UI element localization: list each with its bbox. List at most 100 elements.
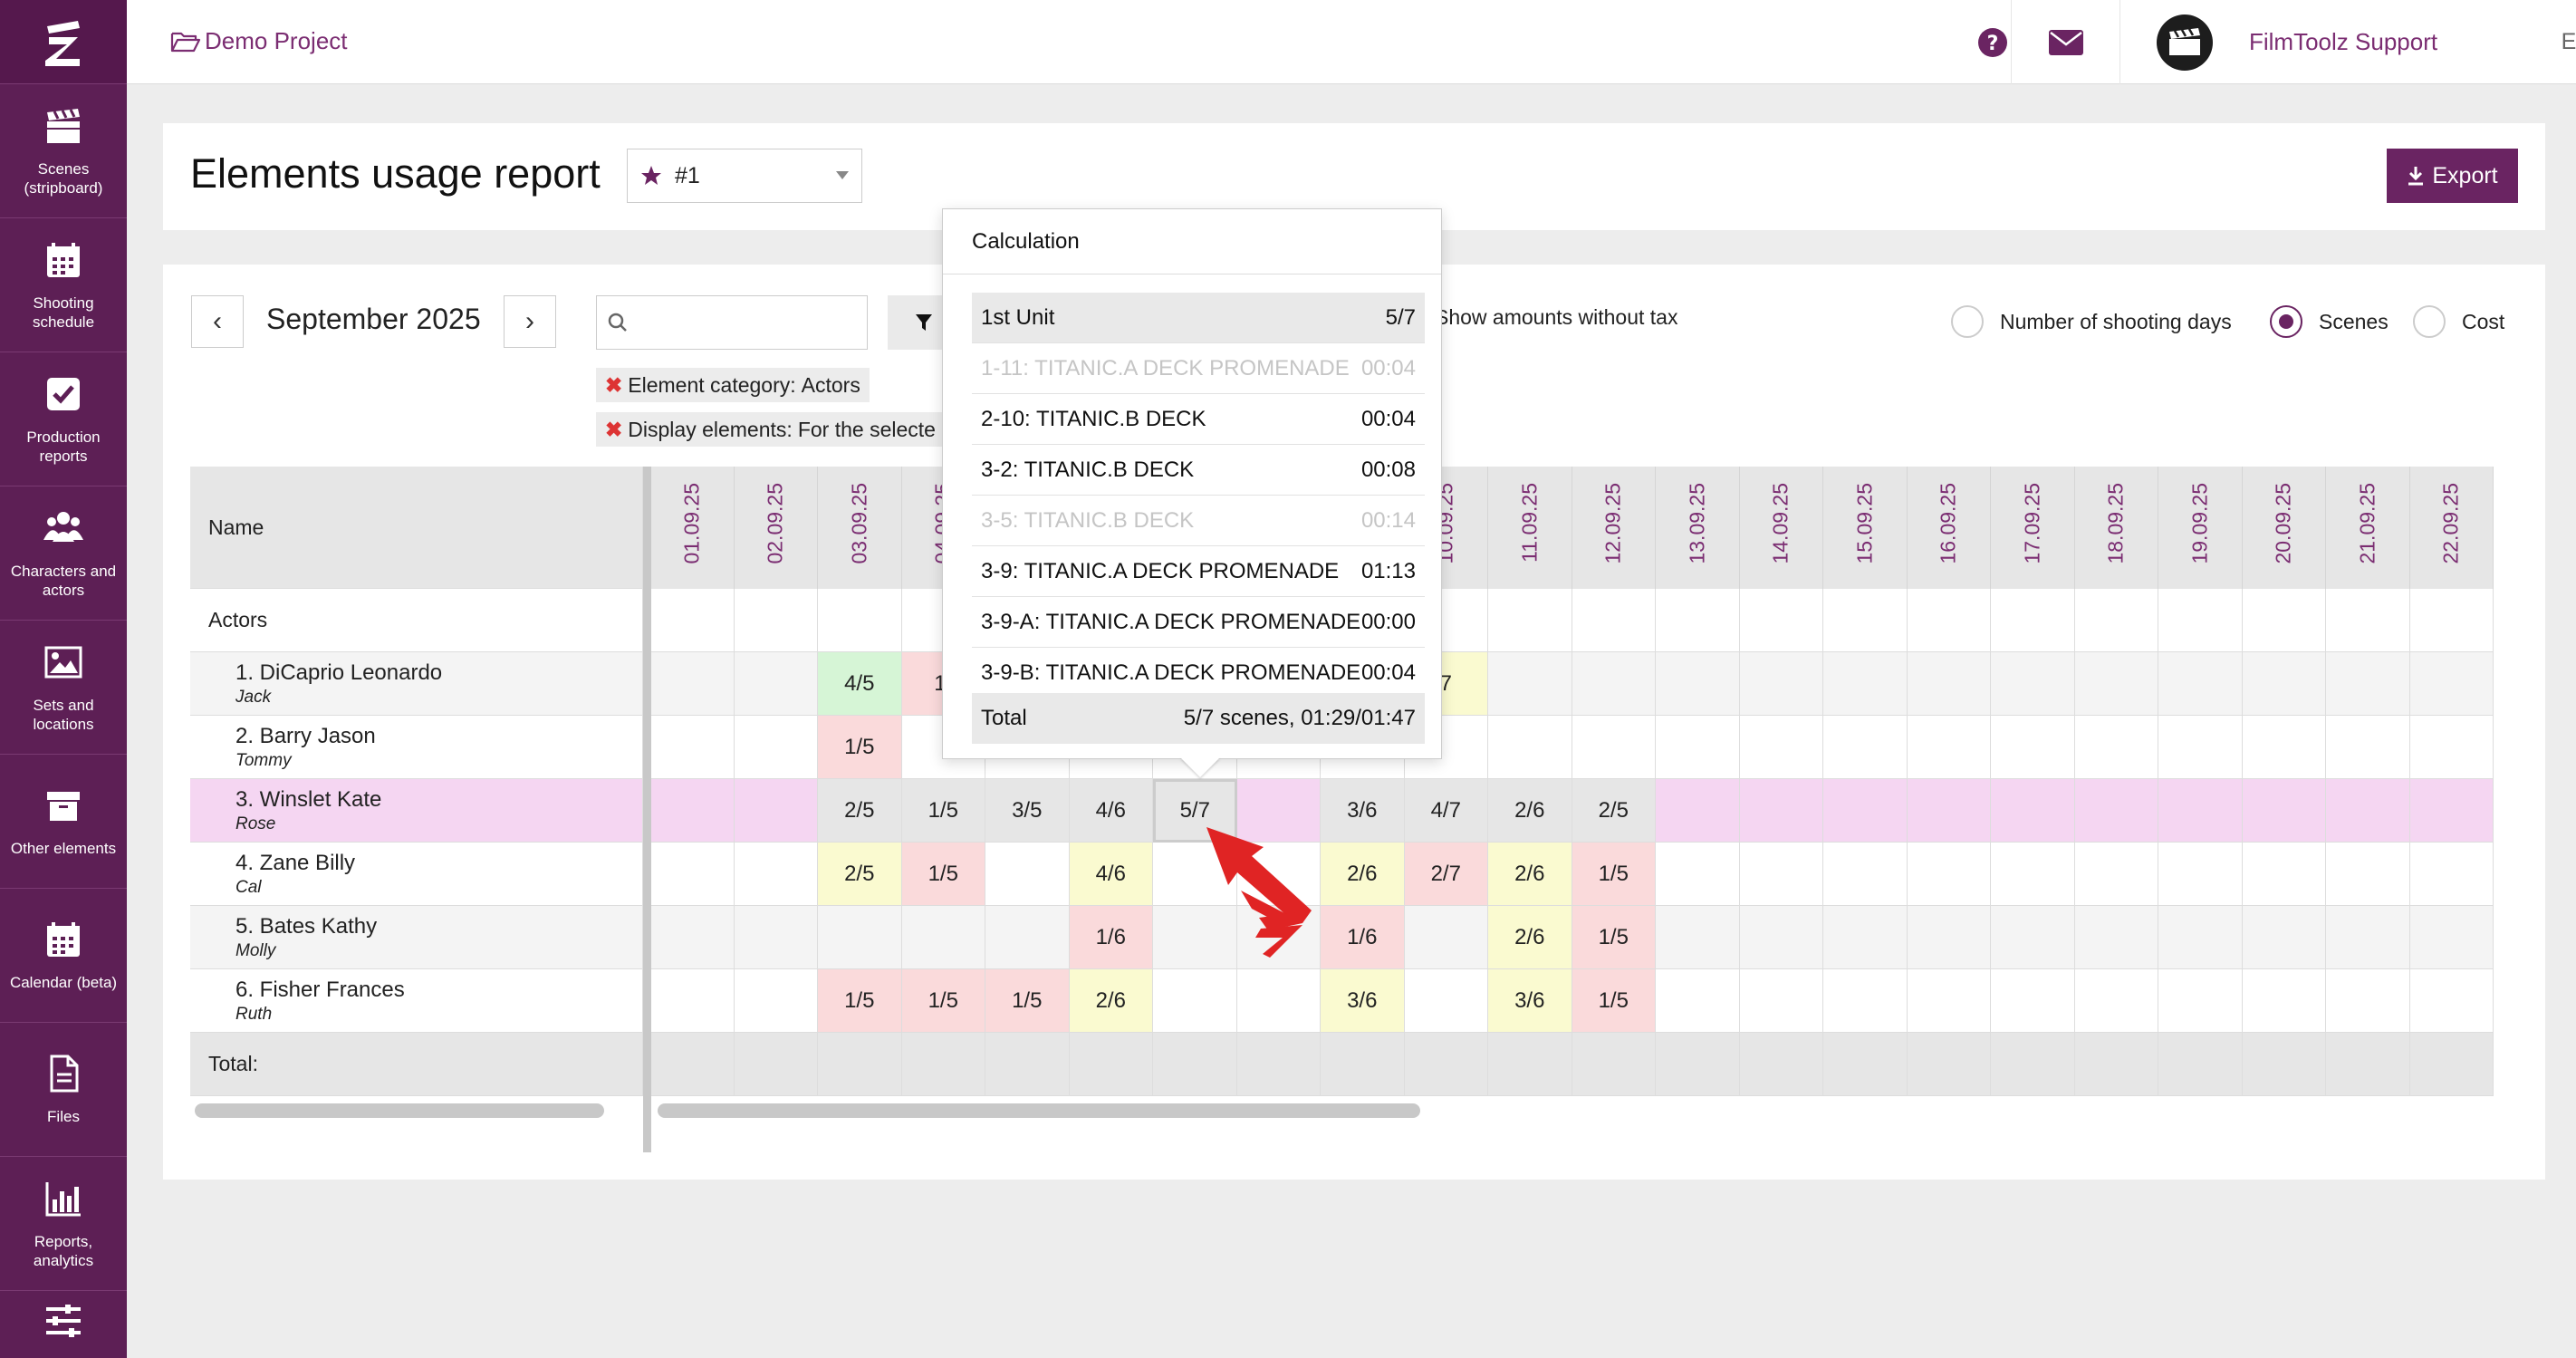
grid-cell[interactable]: 1/6 xyxy=(1321,906,1405,969)
grid-cell[interactable] xyxy=(2409,779,2494,843)
grid-cell[interactable] xyxy=(2074,779,2158,843)
grid-cell[interactable] xyxy=(734,589,818,652)
grid-cell[interactable] xyxy=(1572,652,1656,716)
grid-cell[interactable] xyxy=(1823,779,1908,843)
date-column-header[interactable]: 11.09.25 xyxy=(1488,467,1572,589)
grid-cell[interactable] xyxy=(650,969,735,1033)
sidebar-item-scenes-stripboard[interactable]: Scenes (stripboard) xyxy=(0,84,127,218)
grid-cell[interactable] xyxy=(1153,969,1237,1033)
sidebar-item-sets-and-locations[interactable]: Sets and locations xyxy=(0,621,127,755)
radio-shooting-days[interactable]: Number of shooting days xyxy=(1951,305,2232,338)
grid-cell[interactable]: 1/5 xyxy=(985,969,1070,1033)
grid-cell[interactable] xyxy=(2158,843,2243,906)
grid-cell[interactable] xyxy=(2326,843,2410,906)
grid-cell[interactable] xyxy=(2074,652,2158,716)
grid-cell[interactable] xyxy=(1656,652,1740,716)
actor-name-cell[interactable]: 6. Fisher Frances Ruth xyxy=(190,969,643,1033)
grid-cell[interactable] xyxy=(734,779,818,843)
grid-cell[interactable] xyxy=(1404,969,1488,1033)
filter-chip-category[interactable]: ✖ Element category: Actors xyxy=(596,368,870,402)
grid-cell[interactable] xyxy=(2409,652,2494,716)
grid-cell[interactable] xyxy=(650,652,735,716)
date-column-header[interactable]: 18.09.25 xyxy=(2074,467,2158,589)
grid-cell[interactable]: 2/7 xyxy=(1404,843,1488,906)
grid-cell[interactable]: 1/5 xyxy=(1572,969,1656,1033)
grid-cell[interactable]: 1/5 xyxy=(818,969,902,1033)
grid-cell[interactable]: 4/6 xyxy=(1069,843,1153,906)
grid-cell[interactable] xyxy=(1823,652,1908,716)
actor-name-cell[interactable]: 1. DiCaprio Leonardo Jack xyxy=(190,652,643,716)
grid-cell[interactable]: 3/6 xyxy=(1321,969,1405,1033)
grid-cell[interactable] xyxy=(1488,589,1572,652)
app-logo[interactable] xyxy=(0,0,127,84)
grid-cell[interactable] xyxy=(1991,652,2075,716)
grid-cell[interactable] xyxy=(1991,906,2075,969)
grid-cell[interactable] xyxy=(2242,716,2326,779)
grid-cell[interactable] xyxy=(2158,589,2243,652)
grid-cell[interactable] xyxy=(1907,843,1991,906)
grid-cell[interactable]: 2/6 xyxy=(1488,843,1572,906)
grid-cell[interactable] xyxy=(2326,779,2410,843)
actor-name-cell[interactable]: 3. Winslet Kate Rose xyxy=(190,779,643,843)
grid-cell[interactable] xyxy=(650,589,735,652)
date-column-header[interactable]: 16.09.25 xyxy=(1907,467,1991,589)
sidebar-item-production-reports[interactable]: Production reports xyxy=(0,352,127,486)
grid-cell[interactable] xyxy=(1907,652,1991,716)
grid-cell[interactable] xyxy=(2074,589,2158,652)
grid-cell[interactable] xyxy=(1656,716,1740,779)
grid-cell[interactable] xyxy=(2074,969,2158,1033)
preset-dropdown[interactable]: #1 xyxy=(627,149,862,203)
grid-cell[interactable] xyxy=(1907,716,1991,779)
grid-cell[interactable] xyxy=(2158,779,2243,843)
radio-scenes[interactable]: Scenes xyxy=(2270,305,2389,338)
grid-cell[interactable] xyxy=(2158,969,2243,1033)
grid-cell[interactable] xyxy=(1739,906,1823,969)
name-scrollbar[interactable] xyxy=(195,1103,604,1118)
grid-cell[interactable] xyxy=(2242,969,2326,1033)
grid-cell[interactable] xyxy=(2074,906,2158,969)
grid-cell[interactable]: 1/5 xyxy=(1572,906,1656,969)
grid-cell[interactable]: 2/5 xyxy=(818,843,902,906)
grid-cell[interactable] xyxy=(1907,969,1991,1033)
grid-cell[interactable] xyxy=(1572,716,1656,779)
grid-cell[interactable]: 5/7 xyxy=(1153,779,1237,843)
grid-cell[interactable] xyxy=(2326,589,2410,652)
grid-cell[interactable] xyxy=(1656,843,1740,906)
grid-cell[interactable]: 1/5 xyxy=(901,969,985,1033)
grid-cell[interactable]: 2/6 xyxy=(1321,843,1405,906)
grid-cell[interactable] xyxy=(1991,843,2075,906)
date-column-header[interactable]: 14.09.25 xyxy=(1739,467,1823,589)
grid-cell[interactable] xyxy=(2326,969,2410,1033)
grid-cell[interactable] xyxy=(2242,779,2326,843)
help-button[interactable]: ? xyxy=(1956,0,2029,84)
filter-chip-display[interactable]: ✖ Display elements: For the selecte xyxy=(596,412,958,447)
next-month-button[interactable]: › xyxy=(504,295,556,348)
grid-cell[interactable] xyxy=(1739,843,1823,906)
grid-scrollbar[interactable] xyxy=(658,1103,1420,1118)
radio-circle[interactable] xyxy=(2270,305,2302,338)
grid-cell[interactable] xyxy=(901,906,985,969)
grid-cell[interactable] xyxy=(2242,906,2326,969)
grid-cell[interactable] xyxy=(818,589,902,652)
grid-cell[interactable] xyxy=(2158,652,2243,716)
prev-month-button[interactable]: ‹ xyxy=(191,295,244,348)
grid-cell[interactable]: 4/6 xyxy=(1069,779,1153,843)
search-input[interactable] xyxy=(596,295,868,350)
grid-cell[interactable] xyxy=(2158,906,2243,969)
grid-cell[interactable] xyxy=(985,906,1070,969)
date-column-header[interactable]: 13.09.25 xyxy=(1656,467,1740,589)
grid-cell[interactable] xyxy=(1739,716,1823,779)
grid-cell[interactable] xyxy=(1739,652,1823,716)
date-column-header[interactable]: 21.09.25 xyxy=(2326,467,2410,589)
date-column-header[interactable]: 22.09.25 xyxy=(2409,467,2494,589)
grid-cell[interactable] xyxy=(1823,906,1908,969)
grid-cell[interactable]: 2/5 xyxy=(818,779,902,843)
date-column-header[interactable]: 12.09.25 xyxy=(1572,467,1656,589)
grid-cell[interactable] xyxy=(1236,779,1321,843)
grid-cell[interactable] xyxy=(2326,716,2410,779)
sidebar-item-calendar-beta[interactable]: Calendar (beta) xyxy=(0,889,127,1023)
sidebar-item-characters-and-actors[interactable]: Characters and actors xyxy=(0,486,127,621)
project-link[interactable]: Demo Project xyxy=(170,27,348,55)
column-separator[interactable] xyxy=(643,467,651,1152)
grid-cell[interactable] xyxy=(1656,969,1740,1033)
